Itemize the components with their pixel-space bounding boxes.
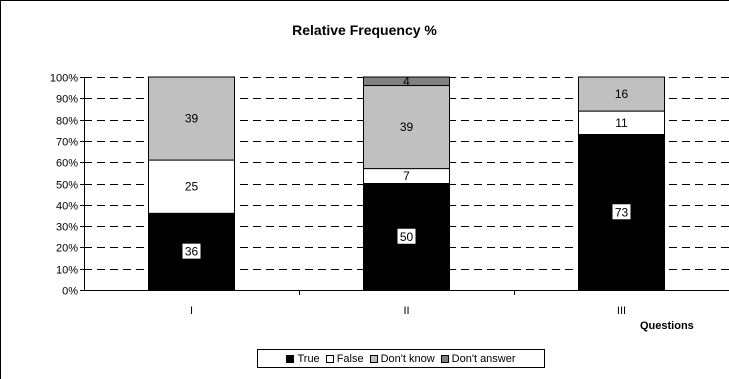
bar-segment [578, 76, 665, 112]
data-label: 36 [185, 245, 199, 259]
legend-label: Don't answer [451, 352, 516, 365]
legend-swatch [369, 354, 378, 363]
legend-label: False [336, 352, 364, 365]
y-tick-label: 20% [56, 243, 78, 255]
data-label: 39 [400, 120, 414, 134]
y-tick-label: 60% [56, 158, 78, 170]
legend: True False Don't know Don't answer [257, 349, 545, 368]
data-label-bg [397, 228, 416, 244]
legend-swatch [286, 354, 295, 363]
bar-segment [363, 76, 450, 87]
bar-segment [148, 159, 235, 214]
bar-segment [148, 76, 235, 161]
legend-item: False [325, 352, 364, 365]
y-tick-label: 90% [56, 94, 78, 106]
data-label: 7 [403, 169, 410, 183]
y-tick-label: 70% [56, 137, 78, 149]
legend-label: True [297, 352, 320, 365]
bar-segment [363, 85, 450, 170]
data-label: 4 [403, 74, 410, 88]
y-tick-label: 30% [56, 222, 78, 234]
y-tick-label: 10% [56, 265, 78, 277]
legend-swatch [325, 354, 334, 363]
x-tick-label: III [617, 305, 626, 317]
data-label: 50 [400, 230, 414, 244]
x-tick-label: I [190, 305, 193, 317]
legend-label: Don't know [380, 352, 435, 365]
y-tick-label: 100% [50, 73, 78, 85]
chart-title: Relative Frequency % [292, 22, 437, 38]
data-label: 11 [615, 116, 628, 130]
data-label: 16 [615, 87, 629, 101]
legend-item: True [286, 352, 320, 365]
data-label: 73 [615, 205, 629, 219]
data-label-bg [612, 204, 631, 220]
data-label-bg [182, 243, 201, 259]
data-label: 25 [185, 180, 199, 194]
legend-item: Don't answer [440, 352, 516, 365]
y-tick-label: 50% [56, 180, 78, 192]
y-tick-label: 40% [56, 201, 78, 213]
y-tick-label: 0% [62, 286, 78, 298]
x-axis-label: Questions [640, 320, 694, 332]
legend-swatch [440, 354, 449, 363]
x-tick-label: II [403, 305, 409, 317]
data-label: 39 [185, 112, 199, 126]
y-tick-label: 80% [56, 116, 78, 128]
legend-item: Don't know [369, 352, 435, 365]
